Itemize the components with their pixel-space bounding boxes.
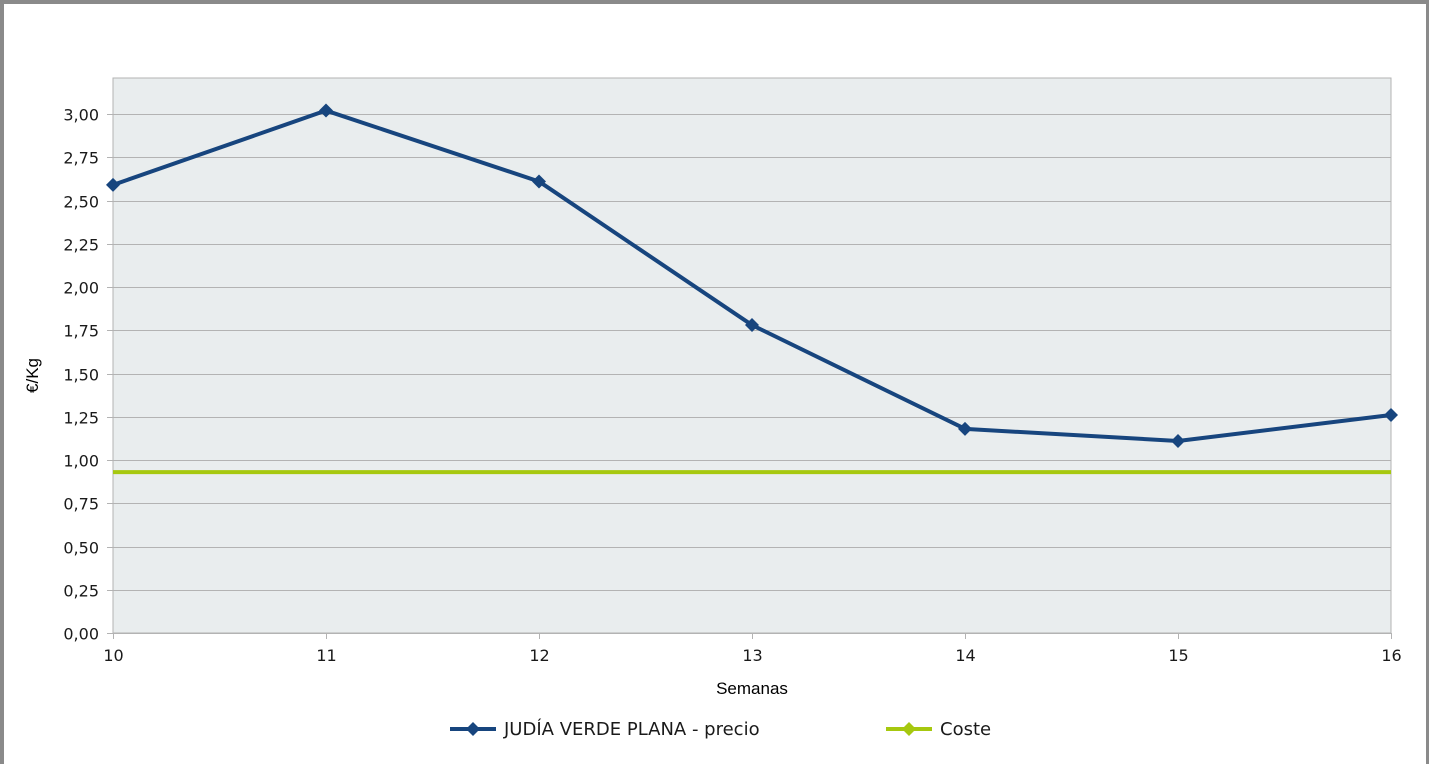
legend-item: Coste bbox=[886, 719, 991, 740]
y-tick-label: 2,75 bbox=[63, 149, 99, 168]
legend-marker bbox=[902, 722, 916, 736]
data-point bbox=[1384, 408, 1398, 423]
series-layer bbox=[106, 103, 1398, 475]
x-tick-label: 16 bbox=[1381, 646, 1401, 665]
plot-area bbox=[112, 77, 1392, 634]
data-point bbox=[1171, 433, 1185, 448]
data-point bbox=[106, 177, 120, 192]
x-tick-label: 12 bbox=[529, 646, 549, 665]
series-precio bbox=[106, 103, 1398, 448]
y-tick-label: 2,00 bbox=[63, 279, 99, 298]
data-point bbox=[958, 421, 972, 436]
y-tick-label: 1,75 bbox=[63, 322, 99, 341]
x-axis-ticks: 10 11 12 13 14 15 16 bbox=[103, 646, 1401, 665]
legend-label: Coste bbox=[940, 719, 991, 740]
legend-marker bbox=[466, 722, 480, 736]
x-tick-label: 14 bbox=[955, 646, 975, 665]
legend: JUDÍA VERDE PLANA - precio Coste bbox=[450, 718, 991, 740]
y-tick-label: 2,50 bbox=[63, 193, 99, 212]
y-tick-label: 3,00 bbox=[63, 106, 99, 125]
gridlines bbox=[107, 114, 1392, 639]
y-tick-label: 0,00 bbox=[63, 625, 99, 644]
y-tick-label: 0,50 bbox=[63, 539, 99, 558]
x-tick-label: 13 bbox=[742, 646, 762, 665]
y-tick-label: 2,25 bbox=[63, 236, 99, 255]
y-tick-label: 0,25 bbox=[63, 582, 99, 601]
legend-label: JUDÍA VERDE PLANA - precio bbox=[503, 718, 760, 740]
y-tick-label: 0,75 bbox=[63, 495, 99, 514]
data-point bbox=[319, 103, 333, 118]
y-axis-title: €/Kg bbox=[23, 358, 42, 393]
y-axis-ticks: 0,00 0,25 0,50 0,75 1,00 1,25 1,50 1,75 2,00 2,25… bbox=[63, 106, 99, 644]
legend-item: JUDÍA VERDE PLANA - precio bbox=[450, 718, 760, 740]
y-tick-label: 1,50 bbox=[63, 366, 99, 385]
x-tick-label: 15 bbox=[1168, 646, 1188, 665]
data-point bbox=[745, 318, 759, 333]
y-tick-label: 1,00 bbox=[63, 452, 99, 471]
y-tick-label: 1,25 bbox=[63, 409, 99, 428]
data-point bbox=[532, 174, 546, 189]
x-tick-label: 10 bbox=[103, 646, 123, 665]
x-axis-title: Semanas bbox=[716, 679, 788, 698]
x-tick-label: 11 bbox=[316, 646, 336, 665]
